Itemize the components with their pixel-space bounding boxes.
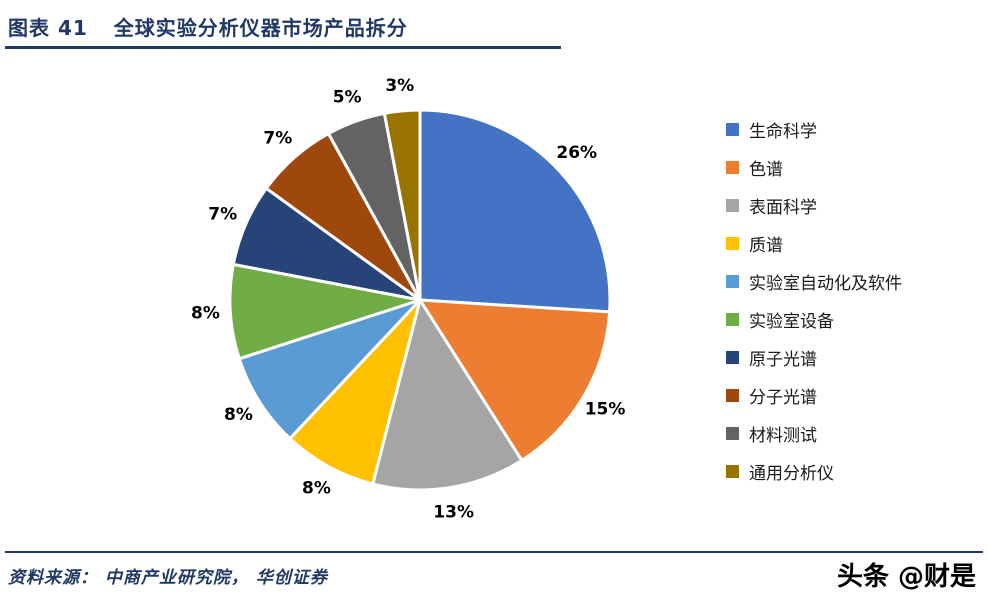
legend-label: 色谱	[749, 159, 783, 180]
legend-item-质谱: 质谱	[726, 232, 902, 256]
legend-item-实验室设备: 实验室设备	[726, 308, 902, 332]
legend-swatch	[726, 426, 739, 440]
legend-label: 通用分析仪	[749, 463, 834, 484]
legend-item-色谱: 色谱	[726, 156, 902, 180]
legend-swatch	[726, 236, 739, 250]
legend-label: 分子光谱	[749, 387, 817, 408]
pie-slice-质谱	[288, 298, 422, 486]
pie-data-label: 8%	[302, 478, 331, 498]
pie-chart: 26% 15% 13% 8% 8% 8% 7% 7% 5% 3%	[191, 76, 626, 522]
pie-data-label: 26%	[556, 143, 597, 163]
legend-item-材料测试: 材料测试	[726, 422, 902, 446]
legend-label: 实验室设备	[749, 311, 834, 332]
pie-data-label: 15%	[585, 399, 626, 419]
pie-data-label: 13%	[433, 502, 474, 522]
pie-data-label: 7%	[208, 205, 237, 225]
title-underline-rule	[5, 46, 561, 49]
legend-label: 材料测试	[749, 425, 817, 446]
legend-swatch	[726, 464, 739, 478]
pie-slice-实验室自动化及软件	[237, 298, 422, 441]
legend-label: 表面科学	[749, 197, 817, 218]
pie-data-label: 8%	[224, 405, 253, 425]
pie-slice-色谱	[418, 298, 612, 462]
legend-swatch	[726, 388, 739, 402]
legend-swatch	[726, 160, 739, 174]
pie-slice-表面科学	[371, 298, 524, 492]
legend: 生命科学色谱表面科学质谱实验室自动化及软件 实验室设备原子光谱分子光谱材料测试通用…	[726, 118, 902, 484]
legend-item-分子光谱: 分子光谱	[726, 384, 902, 408]
legend-item-通用分析仪: 通用分析仪	[726, 460, 902, 484]
legend-swatch	[726, 122, 739, 136]
pie-slice-生命科学	[418, 108, 612, 314]
pie-data-label: 8%	[191, 303, 220, 323]
legend-label: 原子光谱	[749, 349, 817, 370]
source-note: 资料来源： 中商产业研究院， 华创证券	[8, 568, 328, 588]
legend-swatch	[726, 198, 739, 212]
figure-header: 图表 41 全球实验分析仪器市场产品拆分	[8, 12, 408, 41]
legend-label: 实验室自动化及软件	[749, 273, 902, 294]
figure-label: 图表 41	[8, 16, 88, 40]
pie-data-label: 7%	[263, 129, 292, 149]
footer-rule	[5, 551, 983, 553]
pie-slice-通用分析仪	[382, 108, 422, 302]
legend-swatch	[726, 312, 739, 326]
legend-item-原子光谱: 原子光谱	[726, 346, 902, 370]
legend-item-实验室自动化及软件: 实验室自动化及软件	[726, 270, 902, 294]
legend-label: 质谱	[749, 235, 783, 256]
pie-data-label: 3%	[385, 76, 414, 96]
legend-label: 生命科学	[749, 121, 817, 142]
figure-title: 全球实验分析仪器市场产品拆分	[113, 16, 408, 40]
pie-data-label: 5%	[333, 88, 362, 108]
legend-item-表面科学: 表面科学	[726, 194, 902, 218]
legend-item-生命科学: 生命科学	[726, 118, 902, 142]
legend-swatch	[726, 274, 739, 288]
pie-slice-实验室设备	[228, 262, 422, 361]
watermark: 头条 @财是	[836, 562, 976, 592]
legend-swatch	[726, 350, 739, 364]
